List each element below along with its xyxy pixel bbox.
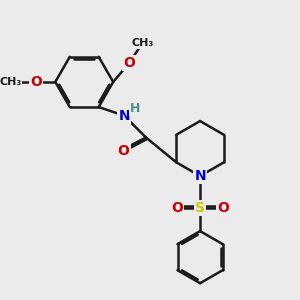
Text: N: N: [118, 109, 130, 123]
Text: N: N: [194, 169, 206, 183]
Text: S: S: [195, 201, 205, 215]
Text: O: O: [171, 201, 183, 215]
Text: O: O: [123, 56, 135, 70]
Text: H: H: [130, 102, 140, 115]
Text: CH₃: CH₃: [0, 77, 22, 87]
Text: O: O: [217, 201, 229, 215]
Text: O: O: [31, 75, 42, 89]
Text: O: O: [118, 144, 130, 158]
Text: CH₃: CH₃: [131, 38, 153, 48]
